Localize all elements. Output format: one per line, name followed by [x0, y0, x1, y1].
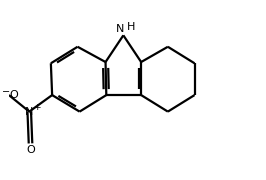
- Text: O: O: [26, 145, 35, 155]
- Text: H: H: [127, 22, 135, 32]
- Text: O: O: [9, 90, 18, 100]
- Text: N: N: [116, 24, 124, 34]
- Text: N: N: [25, 107, 34, 117]
- Text: −: −: [2, 87, 10, 97]
- Text: +: +: [33, 103, 40, 112]
